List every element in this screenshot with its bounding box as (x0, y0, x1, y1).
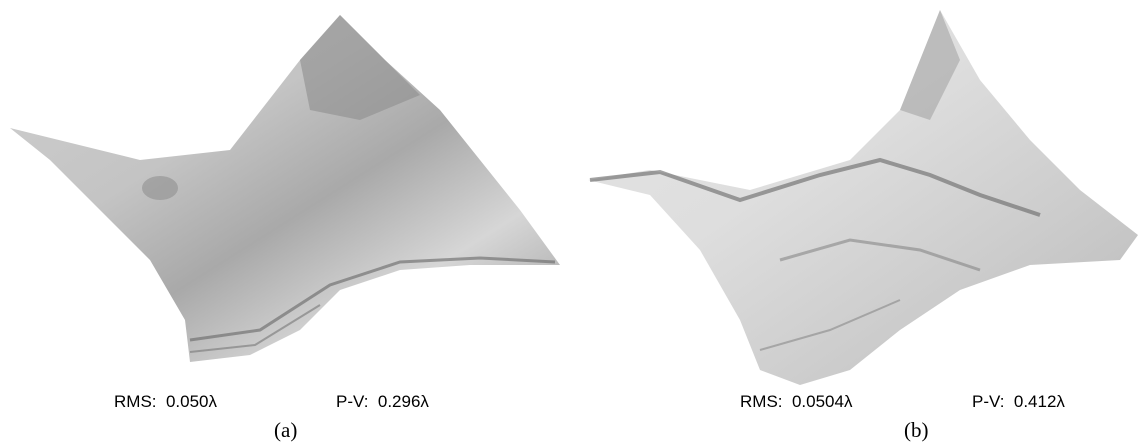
rms-a: RMS: 0.050λ (114, 392, 217, 412)
rms-b: RMS: 0.0504λ (740, 392, 852, 412)
surface-a (10, 15, 560, 362)
caption-a: (a) (274, 418, 297, 443)
surface-b (588, 10, 1138, 385)
pv-a: P-V: 0.296λ (336, 392, 429, 412)
page: RMS: 0.050λ P-V: 0.296λ (a) RMS: 0.0504λ… (0, 0, 1138, 444)
figure (0, 0, 1138, 385)
pv-b: P-V: 0.412λ (972, 392, 1065, 412)
caption-b: (b) (904, 418, 929, 443)
